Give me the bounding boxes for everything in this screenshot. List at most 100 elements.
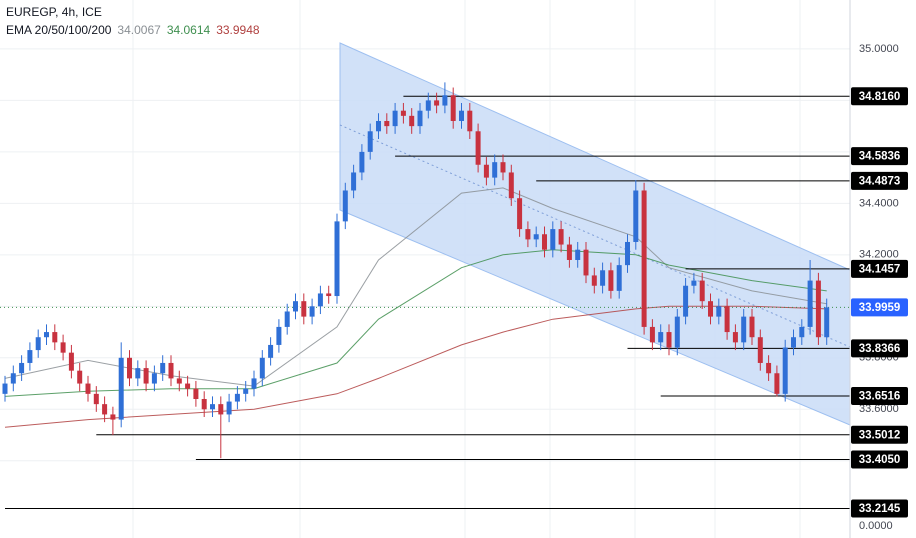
candle-body <box>649 326 655 343</box>
candle-body <box>815 280 821 338</box>
candle-body <box>566 244 572 260</box>
y-tick-label: 34.4000 <box>859 197 899 209</box>
candle-body <box>583 249 589 276</box>
candle-body <box>284 311 290 327</box>
candle-body <box>467 110 473 132</box>
candle-body <box>492 162 498 178</box>
y-tick-label: 35.0000 <box>859 43 899 55</box>
axis-bottom-label: 0.0000 <box>859 520 893 532</box>
candle-body <box>151 373 157 384</box>
candle-body <box>384 120 390 127</box>
candle-body <box>417 110 423 127</box>
level-tag-label: 34.1457 <box>859 263 901 275</box>
candle-body <box>525 229 531 240</box>
candle-body <box>334 221 340 297</box>
candle-body <box>782 347 788 394</box>
candle-body <box>732 332 738 343</box>
candle-body <box>168 362 174 379</box>
candle-body <box>459 110 464 121</box>
candle-body <box>226 401 232 415</box>
y-tick-label: 33.6000 <box>859 403 899 415</box>
candle-body <box>326 293 332 297</box>
ema-readout: 34.0614 <box>167 23 211 37</box>
candle-body <box>135 368 141 379</box>
candle-body <box>542 234 547 250</box>
candle-body <box>27 350 33 363</box>
candle-body <box>409 115 415 127</box>
candle-body <box>234 393 240 402</box>
candle-body <box>708 301 713 317</box>
candle-body <box>400 110 406 116</box>
candle-body <box>44 332 49 338</box>
candle-body <box>575 249 581 260</box>
candle-body <box>176 378 182 384</box>
candle-body <box>35 337 41 351</box>
candle-body <box>110 414 116 420</box>
candles <box>2 82 830 459</box>
candle-body <box>93 393 99 405</box>
candle-body <box>716 306 722 317</box>
level-tag-label: 33.4050 <box>859 454 901 466</box>
candle-body <box>77 370 83 384</box>
level-tag-label: 33.6516 <box>859 391 901 403</box>
candle-body <box>533 234 539 240</box>
level-tag <box>851 259 908 278</box>
candle-body <box>807 280 813 327</box>
ema-readout: 34.0067 <box>117 23 161 37</box>
candle-body <box>259 357 265 379</box>
candle-body <box>19 362 25 374</box>
level-tag <box>851 147 908 166</box>
candle-body <box>293 301 298 312</box>
candle-body <box>10 373 16 384</box>
candle-body <box>201 398 207 410</box>
candle-body <box>68 352 74 371</box>
candle-body <box>691 280 697 286</box>
level-tag-label: 34.5836 <box>859 151 901 163</box>
candle-body <box>185 383 191 389</box>
level-tag <box>851 450 908 469</box>
candle-body <box>160 362 166 374</box>
candle-body <box>683 285 689 317</box>
ema-readout: 33.9948 <box>216 23 260 37</box>
candle-body <box>757 337 763 363</box>
candle-body <box>351 172 357 191</box>
candle-body <box>392 110 398 127</box>
candle-body <box>508 172 514 199</box>
candle-body <box>774 373 780 394</box>
candle-body <box>317 293 323 307</box>
candle-body <box>85 383 91 394</box>
candle-body <box>425 100 431 111</box>
level-tag-label: 33.8366 <box>859 343 901 355</box>
candle-body <box>558 229 564 245</box>
candle-body <box>143 368 149 384</box>
ema-line <box>4 249 827 397</box>
candle-body <box>616 265 622 291</box>
candle-body <box>276 326 282 345</box>
candle-body <box>633 190 639 242</box>
candle-body <box>450 95 456 121</box>
indicator-label: EMA 20/50/100/200 <box>6 23 112 37</box>
candle-body <box>268 344 274 358</box>
candle-body <box>600 270 606 286</box>
candle-body <box>52 332 58 343</box>
last-price-label: 33.9959 <box>859 302 901 314</box>
candle-body <box>301 301 307 317</box>
level-tag <box>851 499 908 518</box>
candle-body <box>218 404 224 415</box>
level-tag-label: 34.4873 <box>859 175 901 187</box>
candle-body <box>475 131 481 165</box>
candle-body <box>434 100 440 106</box>
candle-body <box>210 404 215 410</box>
candle-body <box>342 190 348 222</box>
candle-body <box>625 241 630 266</box>
candle-body <box>674 316 680 348</box>
candle-body <box>193 388 199 399</box>
candle-body <box>550 229 556 250</box>
candle-body <box>666 332 672 348</box>
candle-body <box>517 198 523 230</box>
candle-body <box>243 388 249 394</box>
candle-body <box>749 316 755 338</box>
candle-body <box>699 280 705 302</box>
candle-body <box>2 383 8 394</box>
